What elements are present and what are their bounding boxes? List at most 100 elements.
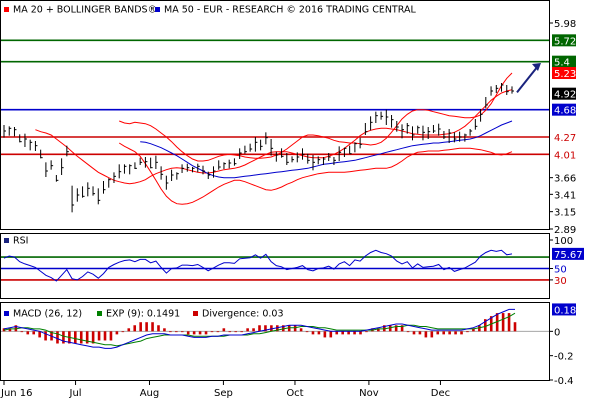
divergence-bar (293, 325, 297, 332)
price-bar (453, 132, 457, 143)
price-bar (438, 123, 441, 136)
rsi-panel (1, 249, 549, 282)
price-bar (474, 119, 478, 130)
x-tick-label: Oct (286, 388, 303, 399)
price-bar (212, 166, 216, 178)
price-bar (495, 85, 499, 93)
price-bar (239, 148, 242, 159)
divergence-bar (234, 331, 238, 333)
price-bar (291, 156, 295, 163)
macd-legend: MACD (26, 12) EXP (9): 0.1491 Divergence… (4, 309, 284, 320)
price-bar (118, 164, 122, 179)
divergence-bar (329, 331, 333, 338)
divergence-bar (109, 331, 113, 341)
price-y-tick-label: 3.66 (554, 174, 576, 185)
price-bar (354, 142, 357, 153)
divergence-legend-label: Divergence: 0.03 (202, 309, 284, 320)
divergence-bar (62, 331, 65, 344)
price-bar (469, 129, 473, 136)
price-bar (317, 156, 321, 165)
price-bar (448, 129, 452, 143)
price-y-tick-label: 3.15 (554, 208, 576, 219)
divergence-bar (20, 331, 24, 333)
price-y-tick-label: 5.98 (554, 19, 576, 30)
divergence-bar (157, 325, 160, 332)
divergence-bar (466, 331, 469, 333)
exp-legend-label: EXP (9): 0.1491 (106, 309, 180, 320)
price-bar (322, 157, 326, 165)
divergence-bar (305, 331, 309, 333)
divergence-bar (145, 322, 148, 332)
price-bar (359, 137, 363, 149)
ma50-legend-swatch (155, 7, 160, 12)
rsi-legend-label: RSI (13, 236, 28, 247)
divergence-bar (198, 331, 202, 335)
divergence-bar (359, 331, 362, 335)
price-bar (150, 157, 153, 169)
price-bar (432, 125, 436, 133)
macd-last-label: 0.18 (554, 305, 576, 316)
price-bar (155, 155, 158, 169)
divergence-bar (258, 325, 261, 332)
divergence-bar (139, 322, 142, 332)
ma20-legend-swatch (4, 7, 9, 12)
divergence-bar (133, 325, 137, 332)
macd-legend-swatch (4, 311, 9, 316)
divergence-bar (365, 331, 368, 333)
price-bar (490, 86, 494, 96)
price-bar (338, 146, 342, 161)
divergence-bar (186, 331, 190, 335)
divergence-bar (115, 331, 119, 335)
price-bar (218, 160, 221, 170)
price-bar (228, 159, 232, 169)
resistance-level-label: 5.4 (554, 58, 570, 69)
divergence-bar (270, 325, 273, 332)
price-bar (66, 145, 69, 157)
macd-line (3, 308, 515, 349)
target-arrow-shaft (516, 65, 539, 93)
ma20-line (35, 89, 513, 185)
price-bar (92, 186, 96, 196)
support-level-label: 4.01 (554, 150, 576, 161)
divergence-bar (341, 331, 344, 335)
rsi-y-tick-label: 30 (554, 276, 567, 287)
macd-y-tick-label: -0.4 (554, 376, 574, 387)
resistance-level-box (552, 34, 576, 47)
price-bar (406, 123, 410, 134)
axes: 5.98 3.66 3.41 3.15 2.89 5.72 5.4 4.68 4.27 4.01 5… (0, 19, 584, 399)
price-bar (129, 164, 132, 175)
divergence-bar (347, 331, 350, 335)
macd-last-box (552, 303, 576, 316)
price-bar (123, 164, 127, 174)
last-price-box (552, 87, 576, 100)
price-panel (1, 39, 549, 213)
bollinger-lower-line (118, 142, 513, 205)
price-bar (249, 143, 253, 152)
divergence-bar (121, 331, 125, 333)
price-bar (260, 139, 263, 151)
price-bar (333, 157, 336, 165)
price-bar (113, 172, 116, 183)
x-tick-label: Jul (69, 388, 82, 399)
divergence-bar (204, 331, 208, 335)
x-tick-label: Dec (431, 388, 450, 399)
divergence-bar (127, 328, 131, 332)
price-bar (364, 123, 368, 135)
divergence-bar (228, 331, 232, 333)
price-bar (29, 139, 33, 151)
divergence-bar (448, 331, 451, 335)
divergence-bar (38, 331, 41, 338)
divergence-bar (14, 325, 18, 332)
macd-y-tick-label: 0 (554, 327, 560, 338)
divergence-bar (460, 331, 463, 335)
price-bar (134, 162, 137, 169)
ma50-legend-label: MA 50 - EUR - RESEARCH © 2016 TRADING CE… (164, 5, 416, 16)
divergence-bar (216, 331, 220, 333)
price-bar (501, 83, 504, 92)
x-tick-label: Nov (359, 388, 379, 399)
divergence-bar (222, 328, 226, 332)
price-bar (417, 125, 420, 134)
divergence-bar (210, 331, 214, 333)
price-bar (385, 109, 389, 125)
